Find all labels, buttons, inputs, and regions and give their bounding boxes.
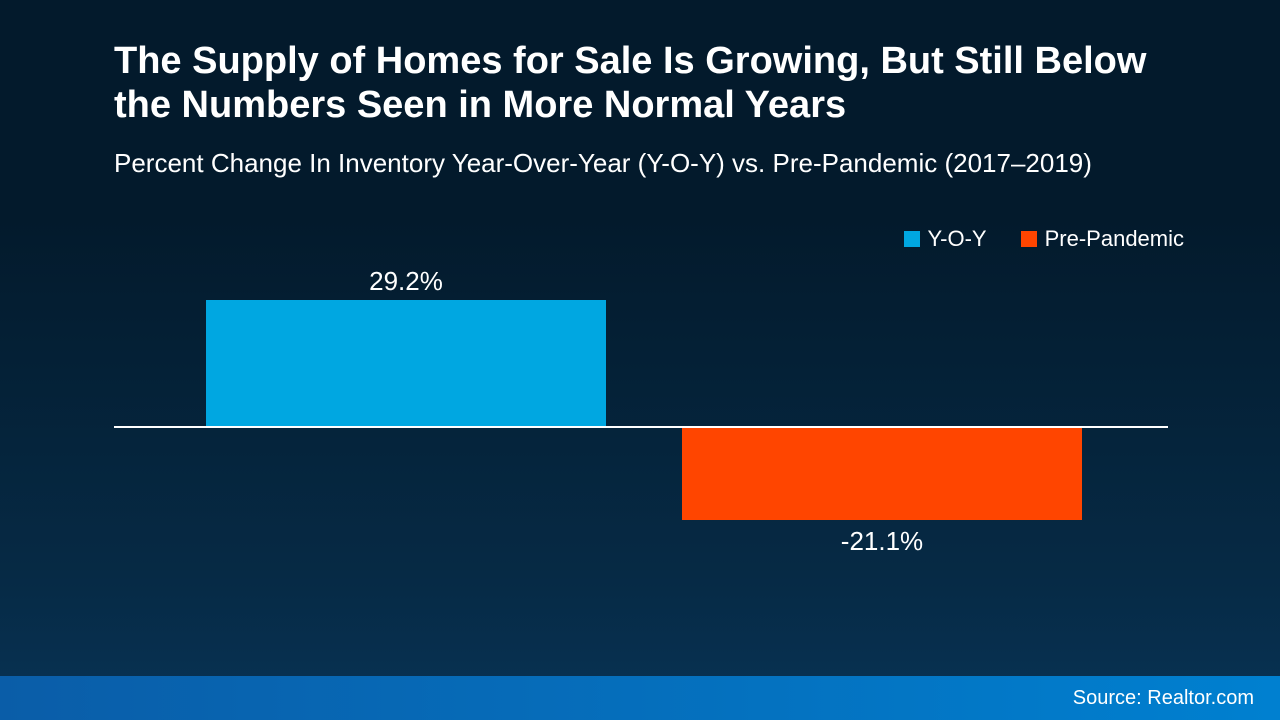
legend-item-yoy: Y-O-Y — [904, 226, 987, 252]
chart-area: 29.2% -21.1% — [114, 300, 1168, 560]
footer-bar: Source: Realtor.com — [0, 676, 1280, 720]
bar-label-yoy: 29.2% — [206, 266, 606, 297]
source-text: Source: Realtor.com — [1073, 687, 1254, 710]
bar-yoy — [206, 300, 606, 426]
bar-label-prepandemic: -21.1% — [682, 526, 1082, 557]
slide: The Supply of Homes for Sale Is Growing,… — [0, 0, 1280, 720]
page-title: The Supply of Homes for Sale Is Growing,… — [114, 40, 1174, 127]
bar-prepandemic — [682, 428, 1082, 520]
legend-item-prepandemic: Pre-Pandemic — [1021, 226, 1184, 252]
legend-swatch-yoy — [904, 231, 920, 247]
legend-swatch-prepandemic — [1021, 231, 1037, 247]
legend: Y-O-Y Pre-Pandemic — [904, 226, 1184, 252]
subtitle: Percent Change In Inventory Year-Over-Ye… — [114, 148, 1174, 179]
legend-label-yoy: Y-O-Y — [928, 226, 987, 252]
legend-label-prepandemic: Pre-Pandemic — [1045, 226, 1184, 252]
